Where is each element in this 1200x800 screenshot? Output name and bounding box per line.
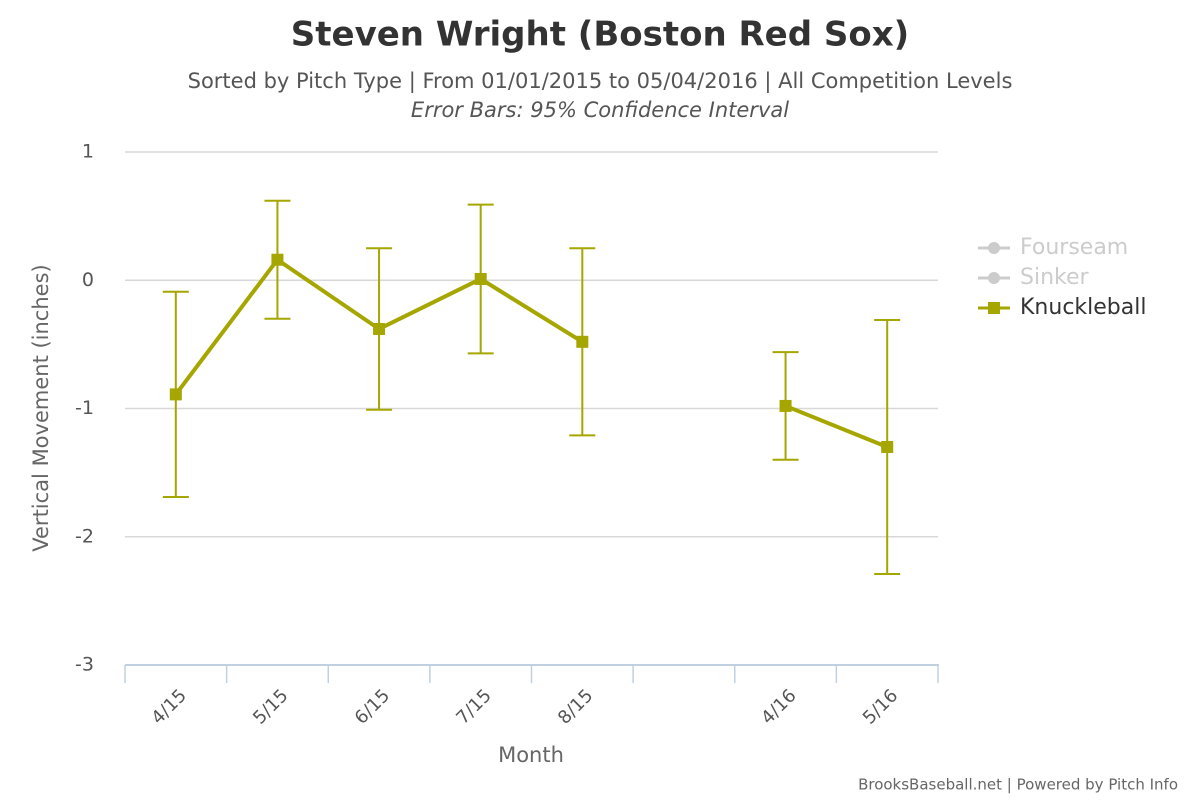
x-tick-label: 4/16	[757, 685, 800, 728]
credit: BrooksBaseball.net | Powered by Pitch In…	[858, 776, 1178, 794]
x-tick-label: 7/15	[452, 685, 495, 728]
legend-label: Sinker	[1020, 265, 1090, 290]
chart-subtitle: Sorted by Pitch Type | From 01/01/2015 t…	[188, 69, 1013, 94]
y-tick-label: -2	[75, 525, 94, 547]
data-point	[576, 335, 589, 348]
x-tick-label: 5/16	[859, 685, 902, 728]
x-tick-label: 4/15	[147, 685, 190, 728]
data-point	[779, 399, 792, 412]
data-point	[373, 322, 386, 335]
y-tick-label: -1	[75, 397, 94, 419]
legend-symbol	[988, 242, 1000, 254]
y-axis-title: Vertical Movement (inches)	[29, 264, 53, 551]
chart-title: Steven Wright (Boston Red Sox)	[291, 15, 909, 55]
y-tick-label: 1	[82, 141, 94, 163]
data-point	[271, 253, 284, 266]
legend-symbol	[988, 272, 1000, 284]
x-tick-label: 8/15	[554, 685, 597, 728]
legend-symbol	[988, 302, 1000, 314]
y-tick-label: 0	[82, 269, 94, 291]
data-point	[881, 440, 894, 453]
x-tick-label: 5/15	[249, 685, 292, 728]
data-line	[784, 404, 888, 449]
data-point	[474, 272, 487, 285]
x-axis-title: Month	[498, 743, 564, 767]
data-point	[169, 388, 182, 401]
chart-note: Error Bars: 95% Confidence Interval	[411, 98, 789, 122]
legend-label: Knuckleball	[1020, 295, 1146, 320]
y-tick-label: -3	[75, 654, 94, 676]
x-tick-label: 6/15	[351, 685, 394, 728]
legend-label: Fourseam	[1020, 235, 1128, 260]
